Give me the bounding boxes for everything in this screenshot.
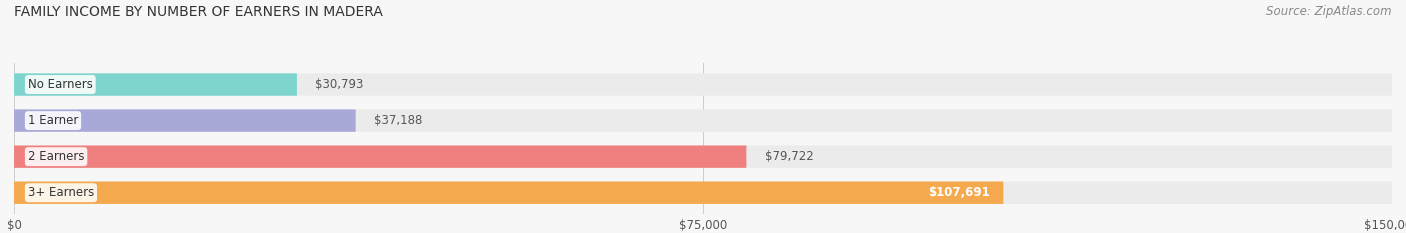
Text: 1 Earner: 1 Earner bbox=[28, 114, 79, 127]
Text: $30,793: $30,793 bbox=[315, 78, 364, 91]
Text: No Earners: No Earners bbox=[28, 78, 93, 91]
Text: FAMILY INCOME BY NUMBER OF EARNERS IN MADERA: FAMILY INCOME BY NUMBER OF EARNERS IN MA… bbox=[14, 5, 382, 19]
Text: Source: ZipAtlas.com: Source: ZipAtlas.com bbox=[1267, 5, 1392, 18]
FancyBboxPatch shape bbox=[14, 73, 297, 96]
Text: 3+ Earners: 3+ Earners bbox=[28, 186, 94, 199]
FancyBboxPatch shape bbox=[14, 110, 356, 132]
FancyBboxPatch shape bbox=[14, 73, 1392, 96]
Text: 2 Earners: 2 Earners bbox=[28, 150, 84, 163]
FancyBboxPatch shape bbox=[14, 182, 1004, 204]
Text: $107,691: $107,691 bbox=[928, 186, 990, 199]
Text: $37,188: $37,188 bbox=[374, 114, 422, 127]
FancyBboxPatch shape bbox=[14, 110, 1392, 132]
Text: $79,722: $79,722 bbox=[765, 150, 814, 163]
FancyBboxPatch shape bbox=[14, 145, 747, 168]
FancyBboxPatch shape bbox=[14, 145, 1392, 168]
FancyBboxPatch shape bbox=[14, 182, 1392, 204]
